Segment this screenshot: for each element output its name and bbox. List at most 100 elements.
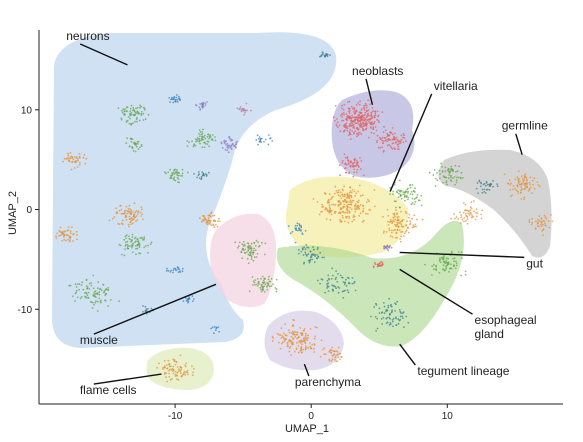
cell-point xyxy=(177,181,179,184)
cell-point xyxy=(168,97,171,99)
cell-point xyxy=(345,118,348,121)
cell-point xyxy=(191,374,194,376)
cell-point xyxy=(259,286,262,289)
cell-point xyxy=(364,123,367,126)
cell-point xyxy=(326,55,329,58)
cell-point xyxy=(394,148,396,151)
cell-point xyxy=(184,364,187,367)
cell-point xyxy=(205,222,208,224)
cell-point xyxy=(147,113,150,116)
cell-point xyxy=(302,348,305,351)
cell-point xyxy=(204,102,207,105)
cell-point xyxy=(334,356,337,358)
cell-point xyxy=(464,203,467,206)
cell-point xyxy=(202,101,205,104)
cell-point xyxy=(117,222,119,225)
cell-point xyxy=(271,339,274,342)
cell-point xyxy=(294,224,297,227)
cell-point xyxy=(163,171,166,174)
cell-point xyxy=(353,190,356,193)
cell-point xyxy=(69,232,72,235)
cell-point xyxy=(511,194,513,197)
cell-point xyxy=(374,316,377,318)
cell-point xyxy=(261,287,264,290)
cell-point xyxy=(305,347,307,350)
cell-point xyxy=(336,350,339,353)
cell-point xyxy=(129,107,132,110)
cell-point xyxy=(188,297,190,300)
cell-point xyxy=(275,288,278,291)
cell-point xyxy=(243,114,246,116)
cell-point xyxy=(96,310,99,312)
cell-point xyxy=(305,244,308,246)
cell-point xyxy=(140,206,143,209)
cell-point xyxy=(140,215,143,217)
cell-point xyxy=(264,278,266,280)
cell-point xyxy=(167,359,170,362)
cell-point xyxy=(145,245,147,247)
cell-point xyxy=(436,179,439,182)
cell-point xyxy=(356,206,359,209)
cell-point xyxy=(125,205,128,208)
cluster-label-neoblasts: neoblasts xyxy=(352,64,403,78)
cell-point xyxy=(129,110,132,113)
cell-point xyxy=(206,220,209,222)
cell-point xyxy=(424,263,426,266)
cell-point xyxy=(480,217,483,220)
cell-point xyxy=(171,378,173,380)
cell-point xyxy=(540,220,542,223)
cell-point xyxy=(444,176,446,179)
cell-point xyxy=(377,263,380,266)
cell-point xyxy=(348,171,351,174)
cell-point xyxy=(99,287,102,290)
leader-line xyxy=(515,133,523,155)
cell-point xyxy=(353,280,356,283)
cell-point xyxy=(407,321,410,324)
cell-point xyxy=(312,246,314,249)
cell-point xyxy=(395,303,397,306)
cell-point xyxy=(93,293,96,295)
cell-point xyxy=(349,128,352,131)
cell-point xyxy=(250,247,253,250)
cell-point xyxy=(403,326,405,328)
cell-point xyxy=(244,244,246,247)
cell-point xyxy=(247,262,250,265)
cell-point xyxy=(213,226,216,229)
cell-point xyxy=(335,124,338,127)
cell-point xyxy=(172,177,175,180)
cell-point xyxy=(431,274,433,276)
cell-point xyxy=(353,113,356,115)
cell-point xyxy=(331,196,333,199)
cell-point xyxy=(344,220,346,223)
cell-points xyxy=(55,51,554,383)
cell-point xyxy=(143,246,146,249)
cell-point xyxy=(321,210,324,213)
cell-point xyxy=(481,209,483,212)
cell-point xyxy=(206,223,209,226)
cell-point xyxy=(253,256,256,259)
cell-point xyxy=(177,174,180,177)
cell-point xyxy=(386,132,389,135)
cell-point xyxy=(131,147,134,150)
cell-point xyxy=(130,223,133,226)
cell-point xyxy=(488,189,491,191)
cell-point xyxy=(311,258,314,261)
cell-point xyxy=(229,145,232,148)
cell-point xyxy=(279,334,282,336)
cell-point xyxy=(284,334,287,337)
cell-point xyxy=(376,118,378,121)
cell-point xyxy=(284,323,286,325)
cell-point xyxy=(396,219,399,222)
cell-point xyxy=(397,322,400,325)
cell-point xyxy=(199,131,202,133)
cell-point xyxy=(245,251,248,254)
cell-point xyxy=(298,229,300,232)
cell-point xyxy=(354,195,357,197)
cell-point xyxy=(71,161,73,164)
cell-point xyxy=(338,201,340,203)
cell-point xyxy=(382,142,385,145)
cell-point xyxy=(328,211,331,214)
cell-point xyxy=(134,241,136,244)
cell-point xyxy=(396,300,399,303)
cell-point xyxy=(342,112,345,114)
